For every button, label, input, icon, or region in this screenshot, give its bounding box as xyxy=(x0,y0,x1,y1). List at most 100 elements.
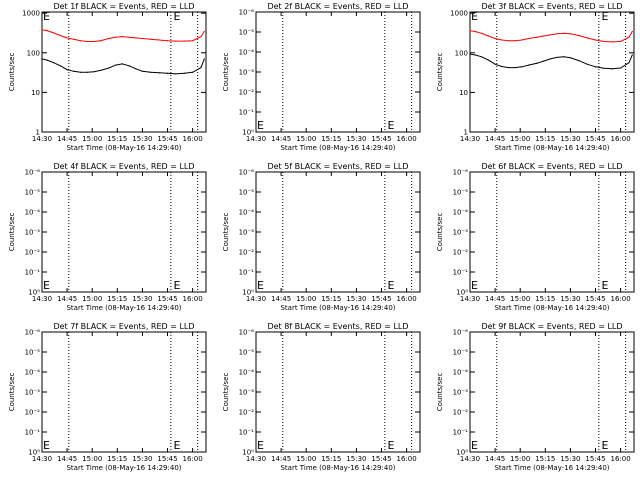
y-tick-label: 10⁻² xyxy=(239,89,255,97)
y-tick-label: 10⁻³ xyxy=(453,389,469,397)
y-axis-label: Counts/sec xyxy=(436,53,444,92)
x-tick-label: 15:30 xyxy=(132,455,152,463)
x-tick-label: 15:45 xyxy=(157,135,177,143)
x-tick-label: 14:30 xyxy=(246,295,266,303)
x-tick-label: 15:15 xyxy=(321,455,341,463)
chart-panel-5: Det 5f BLACK = Events, RED = LLD 14:30 14:… xyxy=(222,162,421,312)
x-axis-label: Start Time (08-May-16 14:29:40) xyxy=(66,144,181,152)
data-point xyxy=(474,30,476,33)
y-tick-label: 1 xyxy=(464,129,468,137)
y-tick-label: 10⁻² xyxy=(25,409,41,417)
data-point xyxy=(175,40,177,42)
data-point xyxy=(115,64,117,66)
y-tick-label: 10 xyxy=(31,89,40,97)
x-tick-label: 15:30 xyxy=(132,135,152,143)
x-tick-label: 15:45 xyxy=(157,295,177,303)
data-point xyxy=(99,69,102,72)
plot-frame xyxy=(469,11,635,133)
e-marker: E xyxy=(174,10,181,23)
plot-frame xyxy=(255,171,421,293)
chart-title: Det 3f BLACK = Events, RED = LLD xyxy=(481,2,622,11)
y-tick-label: 10⁻⁴ xyxy=(239,369,255,377)
y-axis-label: Counts/sec xyxy=(222,373,230,412)
e-marker: E xyxy=(602,279,609,292)
data-point xyxy=(578,59,580,62)
x-tick-label: 14:30 xyxy=(460,295,480,303)
x-tick-label: 14:30 xyxy=(460,135,480,143)
x-tick-label: 16:00 xyxy=(611,295,631,303)
e-marker: E xyxy=(174,439,181,452)
e-marker: E xyxy=(43,279,50,292)
y-tick-label: 10⁰ xyxy=(242,289,254,297)
y-tick-label: 10⁻³ xyxy=(25,229,41,237)
y-tick-label: 10⁻¹ xyxy=(453,269,469,277)
chart-title: Det 1f BLACK = Events, RED = LLD xyxy=(53,2,194,11)
data-point xyxy=(563,56,565,58)
data-point xyxy=(135,37,137,39)
x-tick-label: 15:00 xyxy=(82,455,102,463)
data-point xyxy=(108,67,110,69)
y-tick-label: 10⁻² xyxy=(25,249,41,257)
data-point xyxy=(514,66,516,69)
x-tick-label: 15:15 xyxy=(535,295,555,303)
y-axis-label: Counts/sec xyxy=(436,373,444,412)
x-tick-label: 15:00 xyxy=(82,135,102,143)
data-point xyxy=(93,71,95,73)
data-point xyxy=(549,58,551,60)
plot-frame xyxy=(255,331,421,453)
data-point xyxy=(135,68,137,70)
x-tick-label: 16:00 xyxy=(397,135,417,143)
x-tick-label: 16:00 xyxy=(183,295,203,303)
data-point xyxy=(549,34,551,36)
chart-title: Det 8f BLACK = Events, RED = LLD xyxy=(267,322,408,331)
data-point xyxy=(521,66,523,68)
x-tick-label: 14:30 xyxy=(460,455,480,463)
x-tick-label: 14:30 xyxy=(32,135,52,143)
y-tick-label: 10⁰ xyxy=(242,129,254,137)
data-point xyxy=(79,71,82,73)
x-tick-label: 14:45 xyxy=(271,135,291,143)
data-point xyxy=(569,57,572,59)
x-axis-label: Start Time (08-May-16 14:29:40) xyxy=(280,304,395,312)
y-tick-label: 10⁻³ xyxy=(25,389,41,397)
y-tick-label: 10⁻² xyxy=(239,409,255,417)
data-point xyxy=(59,34,62,37)
data-point xyxy=(73,70,75,72)
x-tick-label: 15:30 xyxy=(132,295,152,303)
data-point xyxy=(93,40,95,43)
plot-frame xyxy=(255,11,421,133)
y-tick-label: 1000 xyxy=(450,10,468,18)
y-tick-label: 10⁻⁵ xyxy=(239,189,255,197)
chart-panel-1: Det 1f BLACK = Events, RED = LLD 14:30 14:… xyxy=(8,2,207,152)
e-marker: E xyxy=(43,439,50,452)
data-point xyxy=(183,40,185,42)
chart-title: Det 2f BLACK = Events, RED = LLD xyxy=(267,2,408,11)
data-point xyxy=(536,62,538,64)
x-tick-label: 15:00 xyxy=(510,135,530,143)
data-point xyxy=(507,40,510,42)
x-tick-label: 15:45 xyxy=(585,295,605,303)
e-marker: E xyxy=(471,279,478,292)
data-point xyxy=(628,36,630,38)
data-point xyxy=(41,29,43,31)
data-point xyxy=(158,39,160,41)
data-point xyxy=(594,66,597,68)
x-axis-label: Start Time (08-May-16 14:29:40) xyxy=(280,144,395,152)
x-tick-label: 14:30 xyxy=(246,135,266,143)
x-tick-label: 14:45 xyxy=(57,135,77,143)
data-point xyxy=(158,72,160,74)
x-tick-label: 15:15 xyxy=(321,135,341,143)
y-tick-label: 10⁻² xyxy=(239,249,255,257)
x-tick-label: 15:15 xyxy=(535,135,555,143)
x-tick-label: 14:45 xyxy=(485,135,505,143)
chart-panel-3: Det 3f BLACK = Events, RED = LLD 14:30 14:… xyxy=(436,2,635,152)
x-tick-label: 15:45 xyxy=(371,455,391,463)
data-point xyxy=(128,36,130,38)
x-tick-label: 14:45 xyxy=(485,295,505,303)
data-point xyxy=(620,67,622,69)
data-point xyxy=(494,63,496,65)
y-tick-label: 10⁰ xyxy=(456,449,468,457)
plot-frame xyxy=(41,171,207,293)
data-point xyxy=(203,58,205,60)
